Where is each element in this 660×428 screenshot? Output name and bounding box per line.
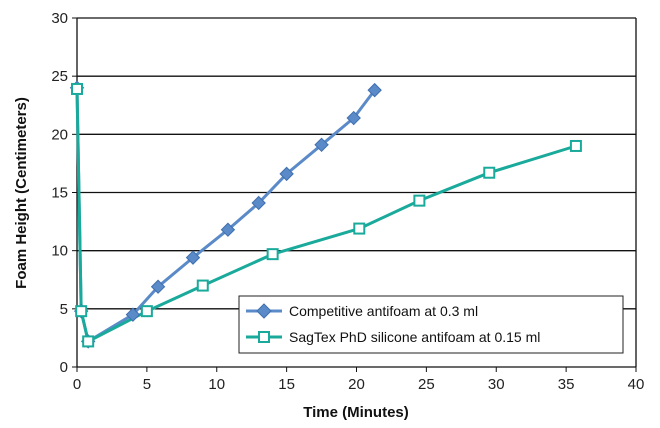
- y-tick-label-0: 0: [60, 359, 68, 376]
- data-point-s1-7: [413, 194, 426, 207]
- series-line-1: [75, 88, 577, 343]
- data-point-s1-1: [75, 305, 88, 318]
- x-tick-label-40: 40: [628, 376, 645, 393]
- data-point-s1-6: [353, 222, 366, 235]
- data-point-s1-5: [266, 248, 279, 261]
- x-tick-label-20: 20: [348, 376, 365, 393]
- legend-box: [238, 295, 624, 354]
- x-tick-label-30: 30: [488, 376, 505, 393]
- y-tick-label-30: 30: [51, 10, 68, 27]
- data-point-s0-11: [367, 82, 382, 98]
- data-point-s0-9: [314, 137, 329, 153]
- x-tick-label-25: 25: [418, 376, 435, 393]
- x-axis-title: Time (Minutes): [303, 404, 409, 421]
- y-tick-label-10: 10: [51, 243, 68, 260]
- data-point-s0-10: [346, 110, 361, 126]
- y-tick-label-15: 15: [51, 185, 68, 202]
- legend-label-competitive: Competitive antifoam at 0.3 ml: [289, 303, 478, 319]
- data-point-s1-4: [196, 279, 209, 292]
- data-point-s1-2: [82, 335, 95, 348]
- data-point-s0-3: [125, 307, 141, 322]
- y-tick-label-25: 25: [51, 68, 68, 85]
- data-point-s0-7: [251, 195, 266, 211]
- y-tick-label-5: 5: [60, 301, 68, 318]
- legend-marker-diamond-icon: [256, 303, 272, 319]
- legend-entry-sagtex: SagTex PhD silicone antifoam at 0.15 ml: [246, 329, 540, 345]
- series-markers: [69, 80, 582, 349]
- data-point-s1-3: [140, 305, 153, 318]
- data-point-s0-4: [150, 279, 166, 294]
- x-tick-label-0: 0: [73, 376, 81, 393]
- legend: Competitive antifoam at 0.3 ml SagTex Ph…: [238, 295, 624, 354]
- x-tick-label-15: 15: [278, 376, 295, 393]
- x-tick-label-5: 5: [143, 376, 151, 393]
- data-point-s0-5: [185, 250, 201, 265]
- legend-marker-square-icon: [258, 331, 270, 343]
- data-point-s1-8: [483, 166, 496, 179]
- data-point-s0-6: [220, 222, 236, 237]
- y-tick-label-20: 20: [51, 126, 68, 143]
- legend-entry-competitive: Competitive antifoam at 0.3 ml: [246, 303, 478, 319]
- data-point-s1-0: [71, 82, 83, 95]
- data-point-s0-8: [279, 166, 294, 182]
- x-tick-labels: 0 5 10 15 20 25 30 35 40: [73, 376, 645, 393]
- data-point-s1-9: [569, 139, 582, 152]
- gridlines: [77, 17, 636, 310]
- y-tick-labels: 0 5 10 15 20 25 30: [51, 10, 68, 376]
- x-tick-label-10: 10: [208, 376, 225, 393]
- legend-label-sagtex: SagTex PhD silicone antifoam at 0.15 ml: [289, 329, 540, 345]
- y-axis-title: Foam Height (Centimeters): [13, 97, 30, 289]
- x-tick-label-35: 35: [558, 376, 575, 393]
